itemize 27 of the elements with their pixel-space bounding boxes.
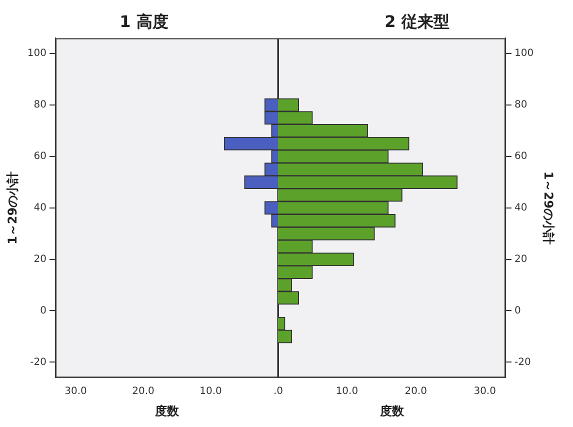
x-tick-label: 10.0 (336, 386, 358, 398)
x-tick-label: 20.0 (404, 386, 428, 398)
x-tick-label: 20.0 (132, 386, 154, 398)
y-tick-label: 0 (40, 305, 46, 316)
y-tick-label: 20 (514, 254, 528, 265)
y-tick-label: -20 (30, 356, 46, 368)
y-tick-label: 60 (34, 151, 46, 162)
y-tick-label: 80 (514, 100, 528, 111)
y-tick-label: 60 (514, 151, 528, 162)
y-tick-label: 0 (514, 305, 522, 316)
y-axis-title: 1～29の小計 (542, 171, 556, 244)
y-tick-label: 20 (34, 254, 46, 265)
x-tick-label: .0 (273, 386, 284, 398)
chart-title: 2 従来型 (384, 12, 450, 31)
y-axis-title: 1～29の小計 (5, 171, 20, 244)
y-tick-label: 100 (514, 48, 534, 60)
x-tick-label: 10.0 (200, 386, 222, 398)
y-tick-label: 40 (514, 202, 528, 214)
y-tick-label: 80 (34, 100, 46, 111)
y-tick-label: 100 (27, 48, 46, 60)
x-axis-title: 度数 (154, 404, 180, 418)
chart-title: 1 高度 (120, 12, 168, 31)
y-tick-label: -20 (514, 356, 532, 368)
x-axis-title: 度数 (378, 404, 405, 418)
y-tick-label: 40 (34, 202, 46, 214)
x-tick-label: 30.0 (474, 386, 496, 398)
x-tick-label: 30.0 (64, 386, 87, 398)
